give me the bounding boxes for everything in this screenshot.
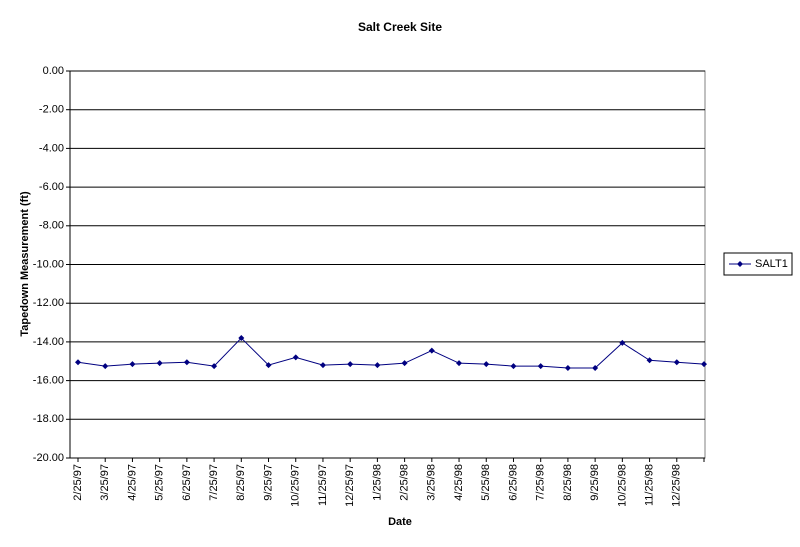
y-tick-label: -10.00 [33,258,64,270]
legend-marker [737,261,743,267]
data-point [156,360,163,367]
x-tick-label: 5/25/97 [154,464,166,501]
x-tick-label: 4/25/98 [453,464,465,501]
x-tick-label: 12/25/98 [671,464,683,507]
x-tick-label: 9/25/97 [262,464,274,501]
data-point [401,360,408,367]
data-point [592,365,599,372]
y-tick-label: -18.00 [33,413,64,425]
data-point [483,361,490,368]
legend [723,252,793,276]
y-tick-label: 0.00 [43,65,64,77]
x-tick-label: 4/25/97 [126,464,138,501]
y-tick-label: -14.00 [33,336,64,348]
y-tick-label: -16.00 [33,375,64,387]
data-point [374,362,381,369]
data-point [265,362,272,369]
data-point [102,363,109,370]
data-point [183,359,190,366]
x-tick-label: 2/25/97 [72,464,84,501]
data-point [537,363,544,370]
y-tick-label: -2.00 [39,104,64,116]
data-point [646,357,653,364]
x-tick-label: 11/25/97 [317,464,329,506]
x-axis-label: Date [388,516,412,528]
x-tick-label: 3/25/98 [426,464,438,501]
x-tick-label: 3/25/97 [99,464,111,501]
x-tick-label: 6/25/98 [507,464,519,501]
data-point [319,362,326,369]
y-tick-label: -4.00 [39,142,64,154]
data-point [619,339,626,346]
chart-title: Salt Creek Site [358,20,442,34]
x-tick-label: 5/25/98 [480,464,492,501]
data-point [292,354,299,361]
x-tick-label: 9/25/98 [589,464,601,501]
x-tick-label: 6/25/97 [181,464,193,501]
data-point [701,361,707,368]
x-tick-label: 11/25/98 [643,464,655,506]
x-tick-label: 1/25/98 [371,464,383,501]
data-point [347,361,354,368]
x-tick-label: 12/25/97 [344,464,356,507]
y-tick-label: -20.00 [33,452,64,464]
x-tick-label: 2/25/98 [399,464,411,501]
y-tick-label: -8.00 [39,220,64,232]
legend-label: SALT1 [755,258,788,270]
x-tick-label: 7/25/98 [535,464,547,501]
data-point [129,361,136,368]
x-tick-label: 7/25/97 [208,464,220,501]
x-tick-label: 10/25/98 [616,464,628,507]
data-point [211,363,218,370]
x-tick-label: 8/25/97 [235,464,247,501]
y-tick-label: -6.00 [39,181,64,193]
data-point [238,335,245,342]
data-point [75,359,81,366]
y-axis-label: Tapedown Measurement (ft) [19,191,31,337]
data-point [673,359,680,366]
series-line [77,337,705,369]
x-tick-label: 10/25/97 [290,464,302,507]
data-point [428,347,435,354]
data-point [564,365,571,372]
y-tick-label: -12.00 [33,297,64,309]
data-point [456,360,463,367]
x-tick-label: 8/25/98 [562,464,574,501]
data-point [510,363,517,370]
